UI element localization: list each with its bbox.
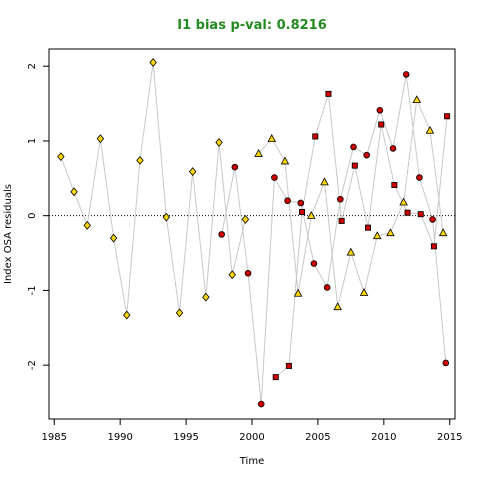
x-tick-label: 1985 xyxy=(42,432,67,443)
x-tick-label: 2010 xyxy=(371,432,396,443)
circle-point xyxy=(442,359,450,367)
diamond-point xyxy=(202,292,210,302)
square-point xyxy=(312,133,319,140)
x-axis-label: Time xyxy=(239,456,264,467)
circle-point xyxy=(389,145,397,152)
circle-series-line xyxy=(221,74,447,405)
triangle-point xyxy=(359,288,369,296)
square-point xyxy=(325,90,332,97)
chart-title: I1 bias p-val: 0.8216 xyxy=(177,18,327,33)
diamond-point xyxy=(175,308,184,318)
diamond-point xyxy=(149,58,157,67)
square-point xyxy=(338,217,345,224)
circle-point xyxy=(402,71,410,78)
y-tick-label: 1 xyxy=(27,138,38,144)
circle-point xyxy=(337,195,344,203)
diamond-point xyxy=(109,233,118,243)
square-point xyxy=(351,162,358,169)
diamond-point xyxy=(136,155,144,165)
diamond-point xyxy=(70,187,78,197)
diamond-point xyxy=(162,212,171,222)
circle-point xyxy=(231,163,239,171)
plot-frame xyxy=(48,48,456,420)
circle-point xyxy=(376,106,384,114)
square-point xyxy=(272,374,279,381)
x-tick-label: 2000 xyxy=(239,432,264,443)
x-tick-label: 2015 xyxy=(437,432,462,443)
square-point xyxy=(285,362,292,369)
square-point xyxy=(391,182,398,189)
square-point xyxy=(404,209,411,216)
circle-point xyxy=(363,151,370,159)
y-tick-label: -1 xyxy=(27,285,38,295)
circle-point xyxy=(350,143,357,151)
circle-point xyxy=(284,197,291,205)
x-tick-label: 1995 xyxy=(173,432,198,443)
circle-point xyxy=(323,284,331,291)
circle-point xyxy=(429,216,436,223)
diamond-series-line xyxy=(60,62,246,316)
diamond-point xyxy=(96,134,105,144)
x-tick-label: 2005 xyxy=(305,432,330,443)
circle-point xyxy=(271,174,278,181)
square-series-line xyxy=(275,93,448,378)
triangle-point xyxy=(425,125,435,134)
diamond-point xyxy=(123,310,131,320)
triangle-point xyxy=(438,228,448,237)
diamond-point xyxy=(215,138,223,147)
diamond-point xyxy=(241,215,250,224)
circle-point xyxy=(310,260,318,267)
triangle-point xyxy=(267,134,277,142)
y-tick-label: -2 xyxy=(27,360,38,370)
y-tick-label: 2 xyxy=(27,63,38,69)
circle-point xyxy=(416,174,423,181)
square-point xyxy=(364,224,371,231)
triangle-point xyxy=(280,156,290,165)
diamond-point xyxy=(83,220,91,230)
triangle-point xyxy=(412,95,422,104)
square-point xyxy=(444,113,451,120)
y-tick-label: 0 xyxy=(27,212,38,218)
triangle-point xyxy=(333,302,342,311)
triangle-point xyxy=(399,197,408,206)
x-tick-label: 1990 xyxy=(107,432,132,443)
data-points xyxy=(57,58,451,408)
square-point xyxy=(417,211,424,218)
circle-point xyxy=(257,400,265,408)
diamond-point xyxy=(228,270,236,280)
triangle-point xyxy=(386,228,395,237)
square-point xyxy=(430,243,437,250)
axes: 1985 1990 1995 2000 2005 2010 2015 -2 -1 0 1 2 xyxy=(27,63,462,443)
square-point xyxy=(378,121,385,128)
circle-point xyxy=(218,231,225,238)
triangle-point xyxy=(293,288,303,297)
triangle-point xyxy=(254,149,263,157)
triangle-point xyxy=(372,231,382,240)
diamond-point xyxy=(188,167,197,177)
circle-point xyxy=(297,199,305,207)
square-point xyxy=(299,208,306,215)
triangle-point xyxy=(307,211,316,219)
circle-point xyxy=(244,269,252,277)
triangle-point xyxy=(320,177,329,186)
triangle-point xyxy=(346,247,356,256)
diamond-point xyxy=(57,152,65,162)
y-axis-label: Index OSA residuals xyxy=(3,184,14,284)
